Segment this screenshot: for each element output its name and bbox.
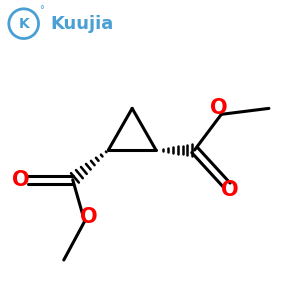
Text: O: O: [12, 170, 29, 190]
Text: O: O: [209, 98, 227, 118]
Text: K: K: [18, 17, 29, 31]
Text: Kuujia: Kuujia: [50, 15, 113, 33]
Text: O: O: [221, 180, 239, 200]
Text: °: °: [39, 5, 44, 15]
Text: O: O: [80, 207, 98, 227]
